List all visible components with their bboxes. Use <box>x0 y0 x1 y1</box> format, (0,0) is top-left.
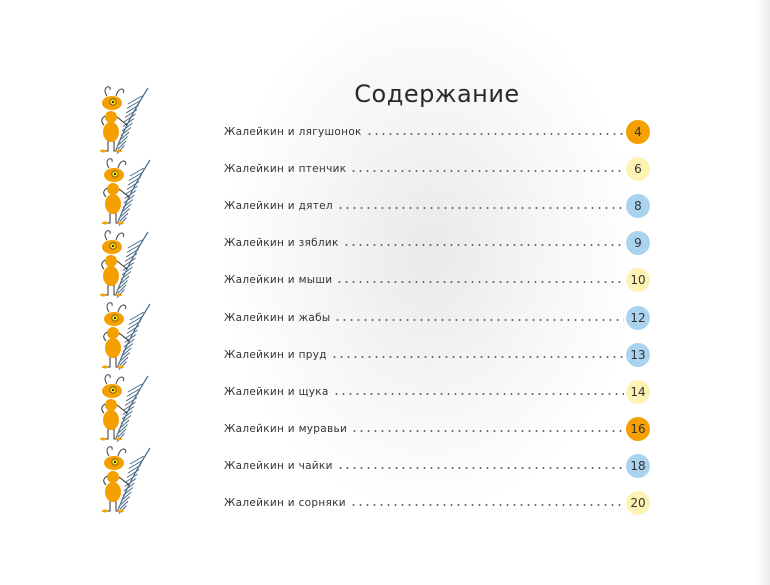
toc-entry-label: Жалейкин и сорняки <box>224 497 346 509</box>
toc-entry[interactable]: Жалейкин и муравьи 16 <box>224 416 650 441</box>
ant-with-feather-icon <box>100 86 149 154</box>
toc-entry-label: Жалейкин и зяблик <box>224 237 339 250</box>
dot-leader <box>336 268 624 293</box>
page-number-badge: 4 <box>626 120 650 144</box>
toc-entry[interactable]: Жалейкин и лягушонок 4 <box>224 120 650 144</box>
ant-with-feather-icon <box>100 230 149 298</box>
dot-leader <box>336 194 624 219</box>
page-number-badge: 13 <box>626 342 650 367</box>
toc-entry[interactable]: Жалейкин и зяблик 9 <box>224 231 650 256</box>
dot-leader <box>330 342 624 367</box>
page-title: Содержание <box>354 80 520 108</box>
page-number-badge: 14 <box>626 379 650 404</box>
toc-entry-label: Жалейкин и жабы <box>224 311 331 324</box>
ant-with-feather-icon <box>102 446 151 514</box>
page-number-badge: 16 <box>626 416 650 441</box>
toc-entry-label: Жалейкин и дятел <box>224 200 333 213</box>
page-edge-shadow <box>756 0 770 585</box>
dot-leader <box>336 453 624 478</box>
toc-entry[interactable]: Жалейкин и чайки 18 <box>224 453 650 478</box>
toc-entry[interactable]: Жалейкин и мыши 10 <box>224 268 650 293</box>
toc-entry-label: Жалейкин и птенчик <box>224 163 347 176</box>
page-number-badge: 12 <box>626 305 650 330</box>
toc-entry[interactable]: Жалейкин и щука 14 <box>224 379 650 404</box>
toc-entry-label: Жалейкин и пруд <box>224 348 327 361</box>
toc-entry[interactable]: Жалейкин и птенчик 6 <box>224 157 650 182</box>
toc-entry[interactable]: Жалейкин и пруд 13 <box>224 342 650 367</box>
toc-entry-label: Жалейкин и щука <box>224 385 329 398</box>
toc-entry-label: Жалейкин и муравьи <box>224 422 348 435</box>
ant-illustrations <box>100 86 151 514</box>
dot-leader <box>332 379 624 404</box>
toc-entry[interactable]: Жалейкин и сорняки 20 <box>224 491 650 515</box>
toc-entry[interactable]: Жалейкин и дятел 8 <box>224 194 650 219</box>
ant-with-feather-icon <box>100 374 149 442</box>
toc-entry-label: Жалейкин и мыши <box>224 274 333 287</box>
dot-leader <box>365 120 624 144</box>
dot-leader <box>350 157 624 182</box>
toc-entry-label: Жалейкин и лягушонок <box>224 126 362 138</box>
dot-leader <box>334 305 624 330</box>
page-number-badge: 10 <box>626 268 650 293</box>
dot-leader <box>351 416 624 441</box>
ant-with-feather-icon <box>102 302 151 370</box>
page-number-badge: 18 <box>626 453 650 478</box>
toc-entry[interactable]: Жалейкин и жабы 12 <box>224 305 650 330</box>
page-number-badge: 20 <box>626 491 650 515</box>
dot-leader <box>349 491 624 515</box>
page-number-badge: 9 <box>626 231 650 256</box>
toc-entry-label: Жалейкин и чайки <box>224 459 333 472</box>
page-number-badge: 8 <box>626 194 650 219</box>
dot-leader <box>342 231 624 256</box>
page-number-badge: 6 <box>626 157 650 182</box>
ant-with-feather-icon <box>102 158 151 226</box>
